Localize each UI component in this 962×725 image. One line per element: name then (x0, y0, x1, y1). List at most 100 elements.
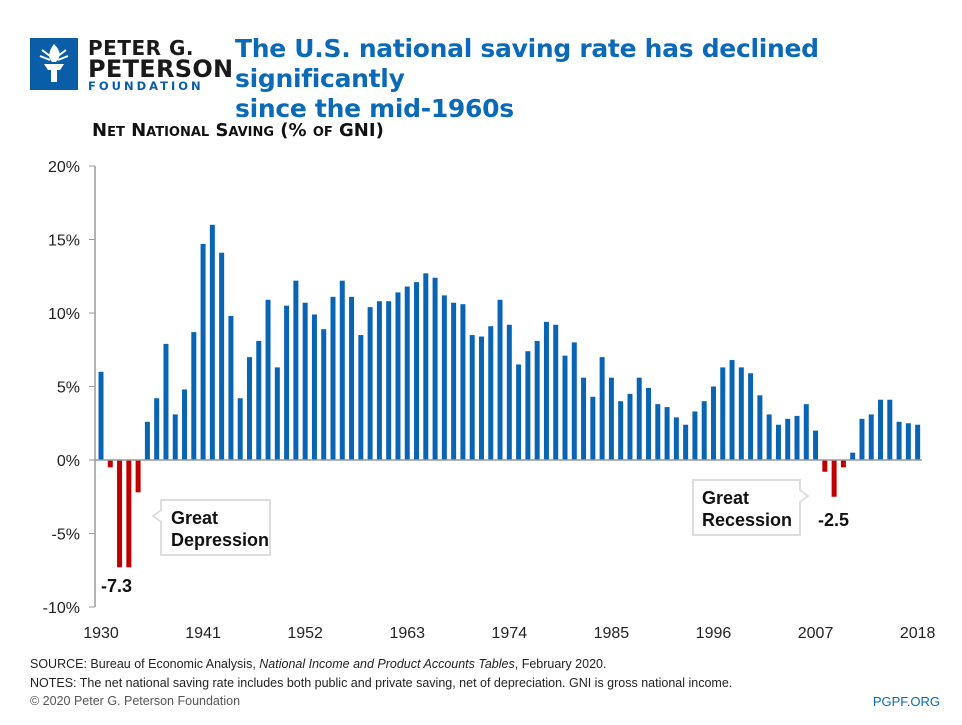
y-tick-label: 10% (48, 306, 80, 323)
bar-1973 (497, 299, 503, 460)
y-tick-label: -10% (43, 600, 80, 617)
bar-1990 (655, 404, 661, 460)
bar-1963 (404, 286, 410, 460)
x-tick-label: 1985 (594, 625, 630, 642)
bar-1943 (219, 252, 225, 460)
logo-line3: FOUNDATION (88, 79, 204, 93)
x-tick-label: 1974 (492, 625, 528, 642)
bar-1956 (339, 280, 345, 460)
bar-2003 (775, 424, 781, 460)
bar-1936 (154, 398, 160, 460)
bar-1999 (738, 367, 744, 460)
annotation-depression-line2: Depression (171, 530, 269, 550)
bar-1988 (636, 377, 642, 460)
y-tick-label: 15% (48, 233, 80, 250)
bar-2006 (803, 404, 809, 460)
bar-1982 (581, 377, 587, 460)
bar-1952 (302, 302, 308, 460)
bar-1949 (274, 367, 280, 460)
bar-1935 (144, 421, 150, 460)
callout-box-recession (692, 479, 810, 536)
bar-1972 (488, 326, 494, 460)
bar-2009 (831, 460, 837, 497)
x-tick-label: 1963 (389, 625, 425, 642)
bar-1954 (321, 329, 327, 460)
source-note: SOURCE: Bureau of Economic Analysis, Nat… (30, 657, 606, 671)
bar-2004 (785, 418, 791, 460)
bar-1998 (729, 360, 735, 460)
bar-1953 (311, 314, 317, 460)
bar-1971 (478, 336, 484, 460)
site-link[interactable]: PGPF.ORG (872, 694, 940, 709)
title-line2: since the mid-1960s (235, 94, 514, 123)
bar-2015 (887, 399, 893, 460)
bar-1937 (163, 343, 169, 460)
bar-1940 (191, 332, 197, 460)
bar-1995 (701, 401, 707, 460)
bar-1944 (228, 315, 234, 460)
x-tick-label: 2018 (900, 625, 936, 642)
bar-2005 (794, 415, 800, 460)
bar-1985 (608, 377, 614, 460)
x-tick-label: 1952 (287, 625, 323, 642)
bar-1968 (451, 302, 457, 460)
bar-1941 (200, 243, 206, 460)
bar-1931 (107, 460, 113, 468)
bar-1948 (265, 299, 271, 460)
bar-1934 (135, 460, 141, 493)
bar-2002 (766, 414, 772, 460)
bar-1965 (423, 273, 429, 460)
bar-1964 (414, 282, 420, 460)
bar-1974 (506, 324, 512, 460)
source-italic: National Income and Product Accounts Tab… (259, 657, 515, 671)
bar-1979 (553, 324, 559, 460)
bar-2017 (905, 423, 911, 460)
bar-1938 (172, 414, 178, 460)
bar-2011 (850, 452, 856, 460)
bar-2007 (813, 430, 819, 460)
annotation-recession-value: -2.5 (818, 510, 849, 530)
bar-1942 (209, 224, 215, 460)
bar-1976 (525, 351, 531, 460)
bar-2001 (757, 395, 763, 460)
bar-1980 (562, 355, 568, 460)
bar-1933 (126, 460, 132, 568)
bar-1970 (469, 335, 475, 460)
x-tick-label: 1996 (696, 625, 732, 642)
bar-1986 (618, 401, 624, 460)
chart-title: Net National Saving (% of GNI) (92, 120, 384, 141)
y-tick-label: 20% (48, 159, 80, 176)
annotation-recession-line2: Recession (702, 510, 792, 530)
title-line1: The U.S. national saving rate has declin… (235, 34, 819, 93)
bar-2014 (878, 399, 884, 460)
bar-1932 (117, 460, 123, 568)
bar-2018 (915, 424, 921, 460)
logo-line2: PETERSON (88, 55, 234, 83)
bar-1978 (543, 321, 549, 460)
bar-1967 (441, 295, 447, 460)
bar-1945 (237, 398, 243, 460)
bar-1947 (256, 340, 262, 460)
callout-box-depression (151, 499, 271, 556)
source-prefix: SOURCE: Bureau of Economic Analysis, (30, 657, 260, 671)
x-tick-label: 1941 (185, 625, 221, 642)
bar-1984 (599, 357, 605, 460)
bar-1981 (571, 342, 577, 460)
bar-1977 (534, 340, 540, 460)
y-tick-label: -5% (52, 527, 80, 544)
bar-1983 (590, 396, 596, 460)
annotation-recession-line1: Great (702, 488, 749, 508)
source-suffix: , February 2020. (514, 657, 607, 671)
bar-1992 (673, 417, 679, 460)
page-title: The U.S. national saving rate has declin… (235, 34, 962, 124)
y-tick-label: 5% (57, 380, 80, 397)
bar-1962 (395, 292, 401, 460)
bar-1950 (284, 305, 290, 460)
bar-2013 (868, 414, 874, 460)
notes: NOTES: The net national saving rate incl… (30, 676, 733, 690)
bar-1939 (182, 389, 188, 460)
annotation-depression-value: -7.3 (101, 576, 132, 596)
bar-2000 (748, 373, 754, 460)
bar-1957 (349, 296, 355, 460)
